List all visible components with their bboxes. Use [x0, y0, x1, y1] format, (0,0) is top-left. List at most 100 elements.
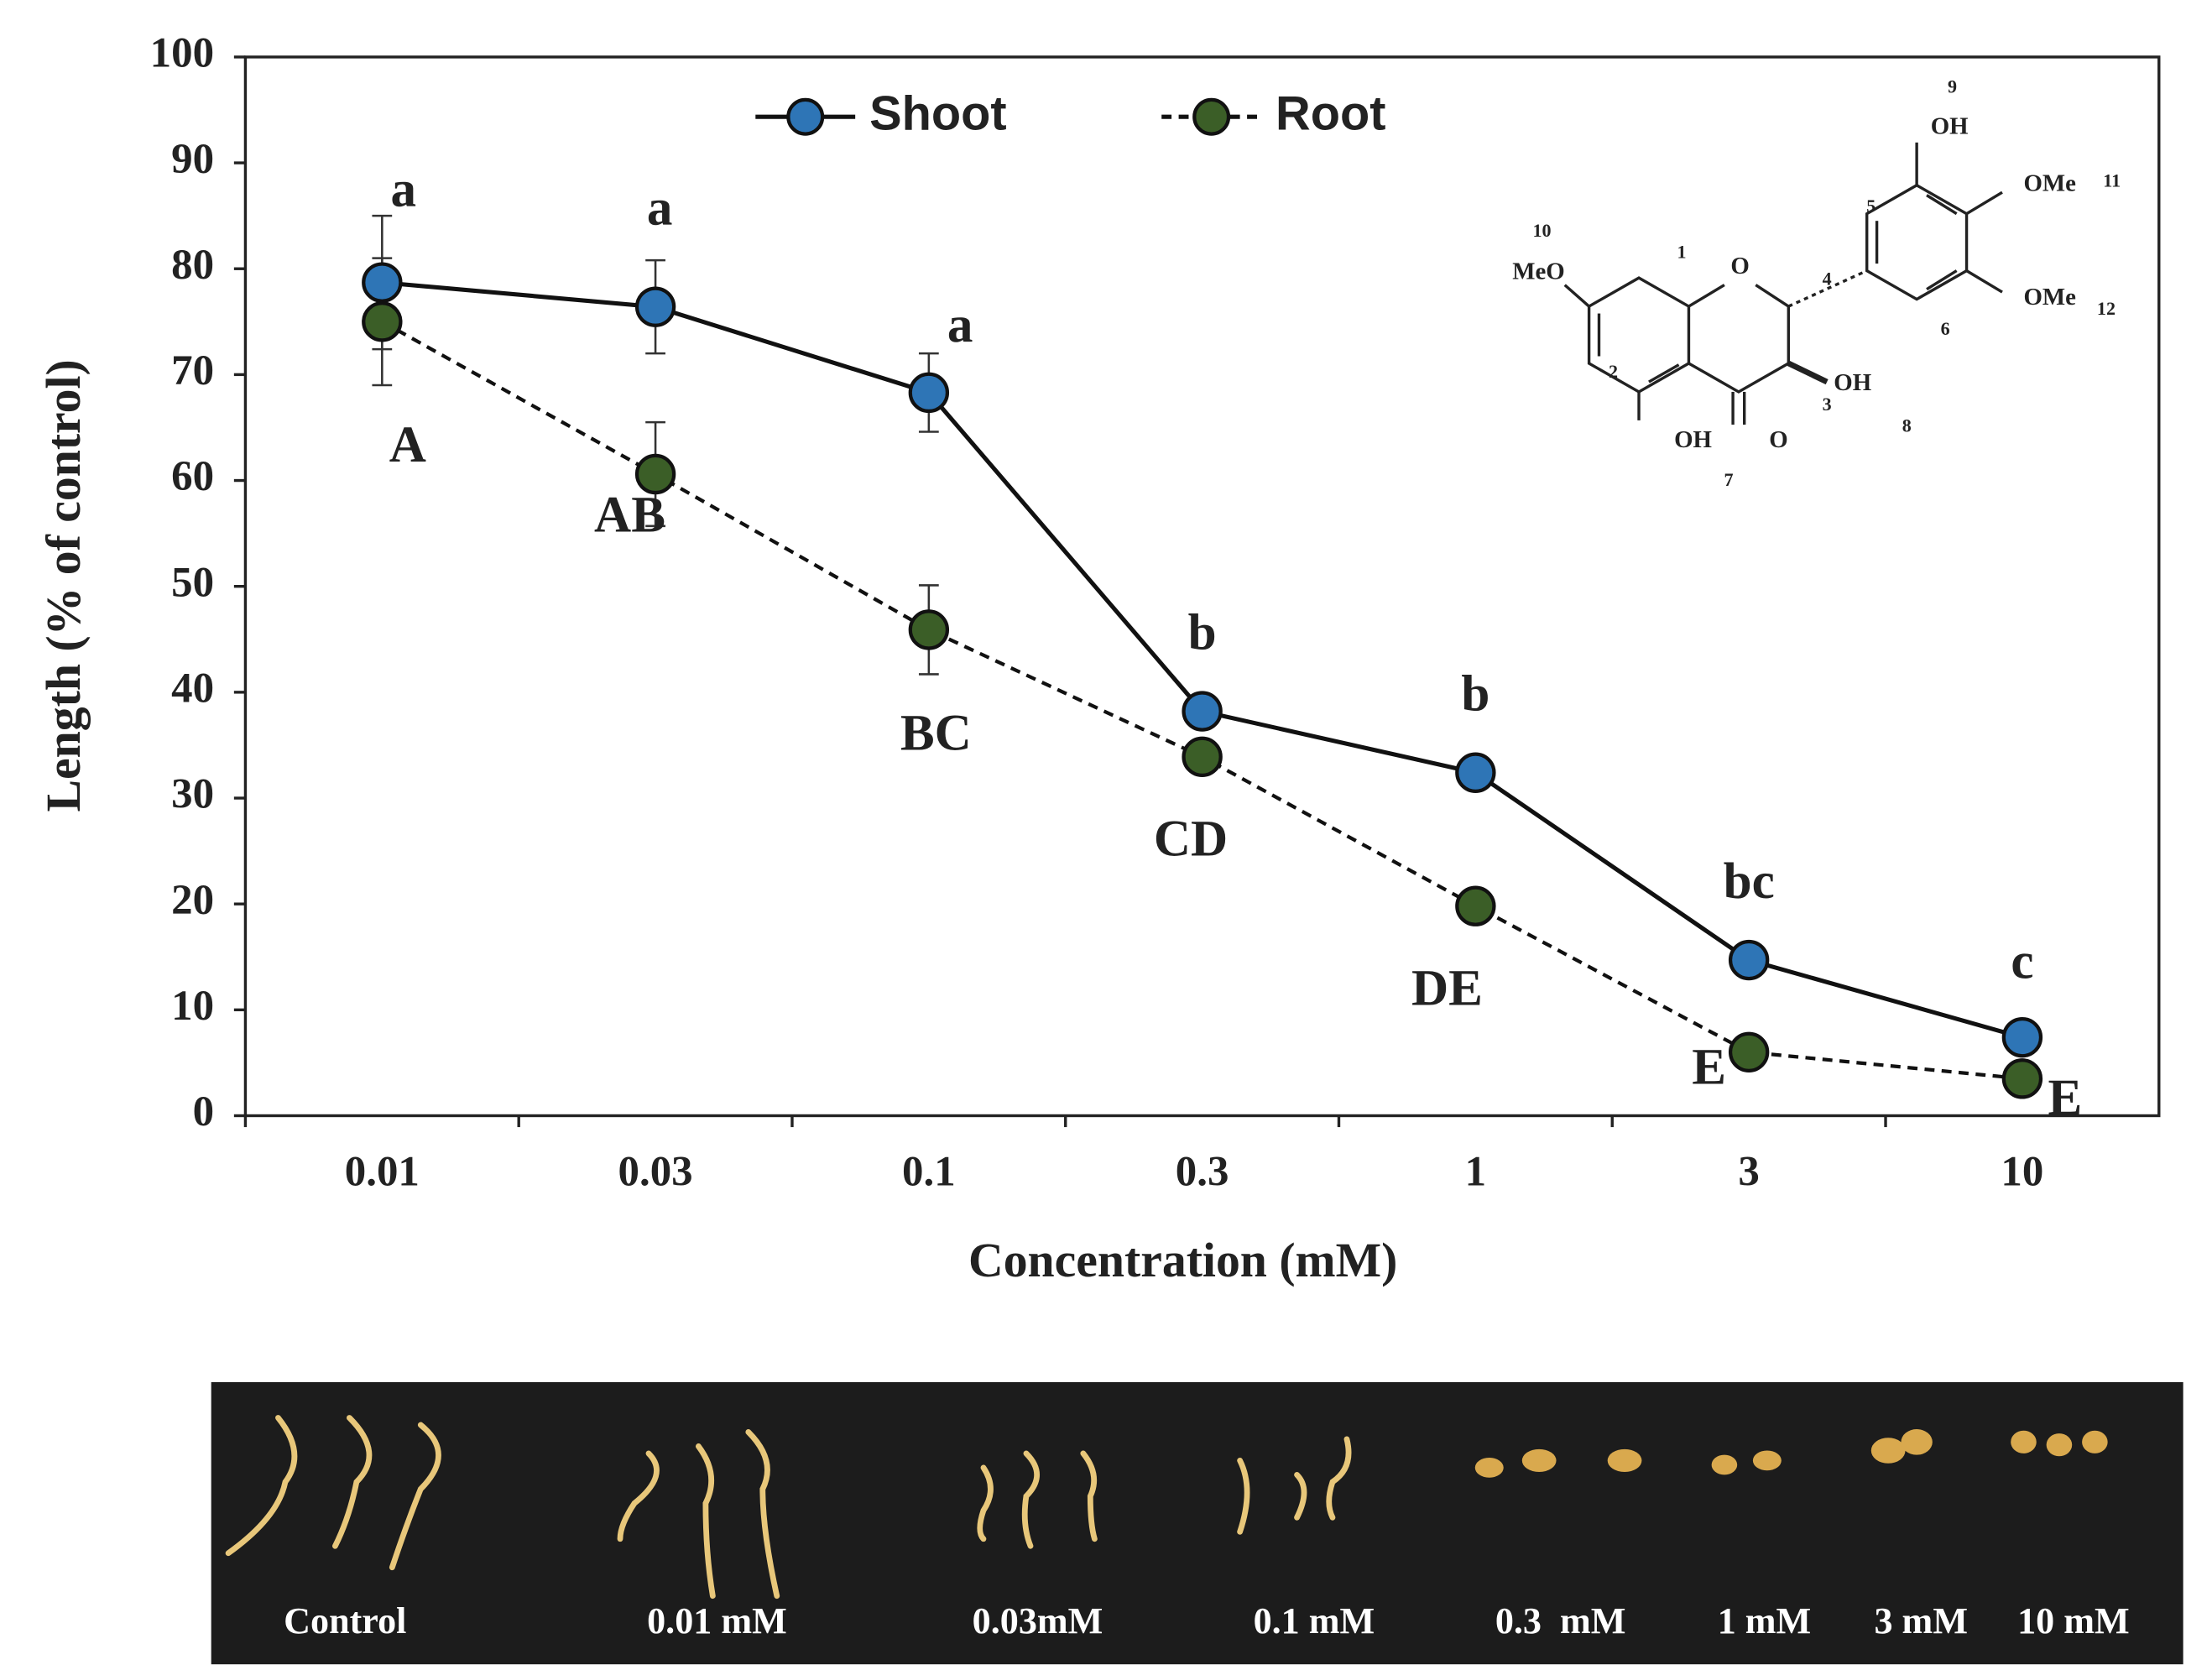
x-tick-label: 0.3	[1176, 1148, 1229, 1195]
structure-label: OMe	[2023, 284, 2076, 311]
structure-label: 3	[1823, 394, 1832, 415]
structure-label: 6	[1941, 318, 1950, 339]
y-tick-label: 30	[171, 771, 214, 818]
seedling	[1021, 1450, 1040, 1549]
ring-c	[1688, 284, 1791, 394]
seed	[1607, 1448, 1642, 1472]
data-point	[908, 372, 950, 414]
seedling-photo	[211, 1382, 2183, 1665]
significance-label: b	[1188, 604, 1217, 660]
bond	[1688, 284, 1725, 308]
structure-label: O	[1769, 426, 1787, 453]
legend-marker	[1192, 97, 1231, 136]
seed	[2082, 1430, 2108, 1453]
x-tick-label: 10	[2001, 1148, 2043, 1195]
significance-label: c	[2011, 933, 2033, 989]
y-tick-label: 20	[171, 877, 214, 924]
y-tick-label: 100	[150, 30, 214, 77]
bond	[1787, 269, 1868, 308]
data-point	[1728, 939, 1770, 981]
photo-label: 0.01 mM	[647, 1600, 787, 1641]
x-tick-label: 0.1	[902, 1148, 956, 1195]
photo-label: 1 mM	[1718, 1600, 1812, 1641]
bond	[1965, 190, 2003, 216]
structure-label: OMe	[2023, 170, 2076, 196]
significance-label: AB	[594, 487, 665, 543]
double-bond	[1926, 269, 1958, 291]
structure-label: 1	[1677, 241, 1686, 262]
significance-label: b	[1461, 665, 1489, 722]
photo-label: 0.03mM	[973, 1600, 1103, 1641]
data-point	[634, 286, 676, 327]
ring-a	[1587, 276, 1691, 394]
structure-label: 11	[2103, 170, 2121, 190]
significance-label: BC	[900, 706, 972, 762]
data-point	[1182, 691, 1223, 732]
data-point	[634, 453, 676, 495]
seed	[1711, 1454, 1738, 1475]
significance-label: bc	[1724, 853, 1775, 910]
seed	[1752, 1450, 1782, 1471]
seedling	[695, 1443, 716, 1600]
x-tick-label: 0.01	[345, 1148, 420, 1195]
structure-label: OH	[1834, 369, 1871, 396]
seed	[2046, 1433, 2073, 1457]
significance-label: DE	[1411, 960, 1483, 1016]
seedling	[1237, 1458, 1250, 1535]
seedling	[617, 1450, 660, 1542]
ring-b	[1865, 183, 1969, 301]
significance-label: a	[391, 161, 417, 217]
y-tick-label: 10	[171, 983, 214, 1030]
structure-label: 4	[1823, 269, 1832, 290]
data-point	[1182, 736, 1223, 778]
data-point	[2001, 1058, 2043, 1099]
photo-label: 3 mM	[1874, 1600, 1968, 1641]
y-tick-label: 50	[171, 559, 214, 606]
seed	[1474, 1458, 1504, 1478]
structure-label: OH	[1674, 426, 1712, 453]
data-point	[362, 262, 403, 303]
data-point	[1455, 752, 1496, 793]
significance-label: A	[389, 417, 426, 473]
data-point	[1455, 885, 1496, 926]
structure-label: OH	[1931, 112, 1969, 139]
seeds	[1474, 1429, 2108, 1478]
x-tick-label: 1	[1465, 1148, 1486, 1195]
photo-label: 0.3 mM	[1495, 1600, 1626, 1641]
seedling	[332, 1415, 373, 1549]
structure-label: 5	[1866, 196, 1876, 217]
chemical-structure	[1563, 142, 2003, 425]
significance-label: E	[1692, 1040, 1726, 1096]
structure-label: 7	[1724, 469, 1733, 490]
legend-label: Shoot	[869, 86, 1007, 140]
photo-label: 0.1 mM	[1254, 1600, 1375, 1641]
bond	[1563, 284, 1590, 308]
double-bond	[1926, 194, 1958, 216]
x-axis-title: Concentration (mM)	[968, 1234, 1397, 1287]
structure-label: 10	[1533, 220, 1552, 241]
significance-label: a	[947, 297, 973, 353]
legend-label: Root	[1276, 86, 1385, 140]
seed	[1870, 1438, 1906, 1464]
significance-label: a	[647, 180, 673, 237]
data-point	[362, 301, 403, 342]
data-point	[2001, 1016, 2043, 1058]
seedling	[389, 1422, 441, 1571]
legend-marker	[786, 97, 825, 136]
bond	[1965, 269, 2003, 294]
seedling	[1294, 1471, 1307, 1521]
seedling	[225, 1415, 298, 1557]
seed	[1521, 1448, 1557, 1472]
seedling	[977, 1464, 994, 1542]
seedling	[1326, 1436, 1352, 1521]
y-tick-label: 40	[171, 665, 214, 712]
data-point	[1728, 1031, 1770, 1072]
seed	[2011, 1430, 2037, 1453]
y-tick-label: 60	[171, 453, 214, 500]
y-tick-label: 70	[171, 347, 214, 394]
bond	[1787, 360, 1829, 385]
data-point	[908, 609, 950, 650]
y-tick-label: 90	[171, 136, 214, 183]
